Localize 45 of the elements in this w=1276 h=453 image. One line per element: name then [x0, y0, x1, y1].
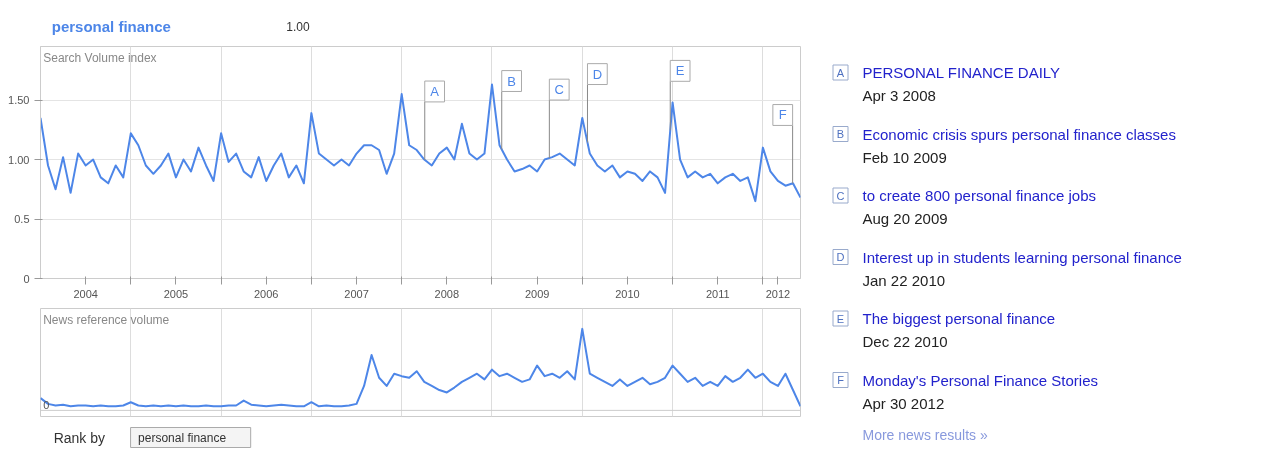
- chart-subtitle: 1.00: [286, 20, 311, 34]
- ref-line-label: B: [507, 73, 516, 89]
- text: personal finance: [138, 430, 227, 445]
- ref-line-label: D: [592, 66, 603, 82]
- x-tick-label: 2005: [163, 287, 189, 300]
- text: Rank by: [53, 429, 105, 446]
- ref-line-label: E: [675, 63, 685, 79]
- ref-line-label: A: [430, 83, 440, 99]
- text: D: [836, 251, 845, 263]
- text: personal finance: [51, 18, 171, 35]
- x-tick-label: 2006: [254, 287, 279, 300]
- text: Economic crisis spurs personal finance classes: [862, 125, 1176, 143]
- y-tick-label: 1.00: [8, 153, 30, 166]
- ref-line-label: C: [554, 82, 564, 98]
- text: More news results »: [862, 426, 988, 443]
- text: Interest up in students learning personal finance: [862, 248, 1182, 266]
- text: Jan 22 2010: [862, 271, 946, 289]
- x-tick-label: 2007: [344, 287, 369, 300]
- x-tick-label: 2009: [524, 287, 550, 300]
- y-tick-label: 1.50: [8, 94, 30, 107]
- x-tick-label: 2010: [615, 287, 640, 300]
- text: B: [836, 128, 845, 140]
- text: Aug 20 2009: [862, 210, 948, 227]
- y-axis-title: Search Volume index: [43, 50, 157, 65]
- text: Dec 22 2010: [862, 333, 948, 350]
- text: The biggest personal finance: [862, 310, 1056, 327]
- y-axis-title: News reference volume: [43, 312, 170, 327]
- text: C: [836, 189, 845, 202]
- text: E: [836, 312, 845, 325]
- y-tick-label: 0.5: [14, 213, 30, 226]
- text: Apr 30 2012: [862, 394, 945, 412]
- x-tick-label: 2011: [705, 287, 730, 300]
- text: Monday's Personal Finance Stories: [862, 371, 1098, 389]
- x-tick-label: 2004: [73, 287, 98, 300]
- text: A: [836, 66, 845, 79]
- text: PERSONAL FINANCE DAILY: [862, 64, 1061, 81]
- annotation: 0: [43, 399, 50, 412]
- x-tick-label: 2012: [765, 287, 791, 300]
- text: Apr 3 2008: [862, 87, 936, 104]
- ref-line-label: F: [778, 107, 787, 123]
- text: Feb 10 2009: [862, 148, 947, 166]
- y-tick-label: 0: [23, 272, 30, 285]
- text: to create 800 personal finance jobs: [862, 187, 1096, 204]
- x-tick-label: 2008: [434, 287, 460, 300]
- text: F: [837, 374, 845, 386]
